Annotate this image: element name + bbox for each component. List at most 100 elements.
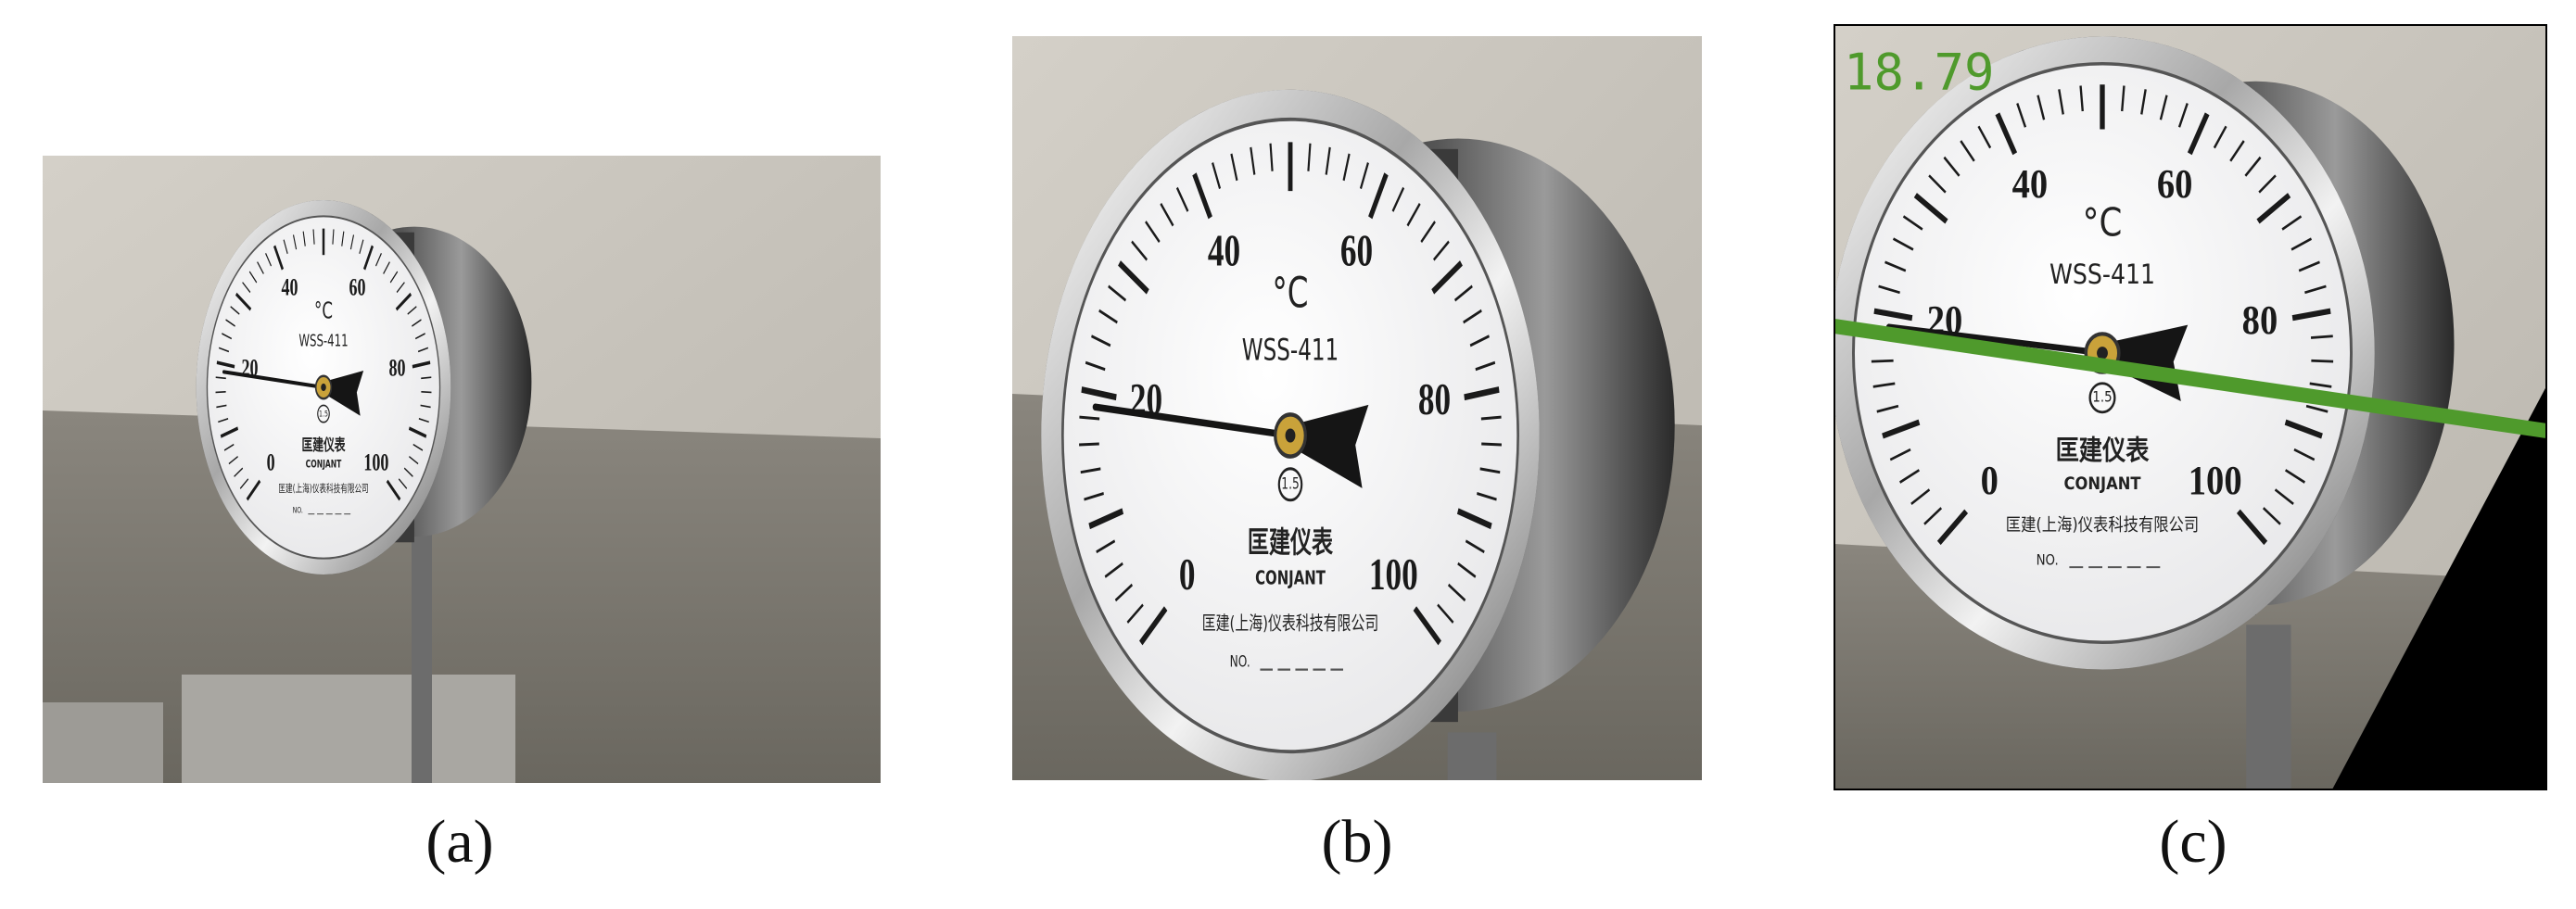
dial-number: 80 [2242, 297, 2278, 343]
dial-text: 匡建仪表 [2056, 436, 2150, 466]
dial-tick [216, 360, 235, 369]
dial-tick [2258, 174, 2277, 194]
dial-tick [2262, 507, 2281, 525]
dial-tick [412, 443, 424, 451]
dial-tick [1131, 240, 1148, 261]
dial-tick [1463, 309, 1482, 324]
dial-text: 匡建(上海)仪表科技有限公司 [278, 483, 368, 496]
dial-number: 40 [1208, 226, 1240, 276]
dial-tick [2058, 89, 2064, 115]
dial-tick [257, 261, 264, 274]
dial-tick [2236, 509, 2268, 546]
dial-tick [1910, 488, 1931, 506]
dial-tick [1080, 467, 1101, 474]
class-mark [317, 404, 330, 423]
dial-tick [2291, 308, 2331, 322]
class-mark [2088, 382, 2116, 414]
dial-text: 1.5 [2092, 390, 2112, 406]
dial-tick [1145, 221, 1161, 244]
dial-number: 80 [1418, 375, 1451, 425]
stand-block [43, 702, 163, 783]
dial-tick [1469, 335, 1490, 347]
dial-tick [1269, 143, 1274, 171]
dial-tick [2244, 156, 2262, 177]
dial-tick [1139, 606, 1168, 646]
dial-tick [403, 467, 413, 477]
dial-tick [332, 229, 335, 245]
dial-tick [1437, 603, 1454, 625]
dial-tick [1481, 442, 1502, 447]
dial-tick [2229, 140, 2245, 162]
stand-block [182, 675, 515, 783]
dial-tick [1108, 284, 1126, 302]
dial-tick [2284, 419, 2323, 439]
dial-number: 0 [1981, 458, 1999, 503]
dial-tick [396, 282, 405, 294]
dial-text: °C [314, 297, 333, 323]
dial-number: 80 [388, 354, 405, 381]
dial-tick [1230, 153, 1238, 182]
dial-tick [2281, 215, 2303, 231]
dial-tick [412, 319, 422, 327]
caption: (c) [2159, 808, 2227, 876]
dial-tick [349, 234, 355, 250]
dial-tick [235, 292, 252, 311]
dial-tick [1114, 583, 1133, 602]
dial-tick [265, 252, 272, 267]
dial-tick [386, 479, 401, 501]
dial-tick [1465, 539, 1485, 554]
dial-tick [1475, 360, 1496, 372]
dial-tick [341, 231, 345, 246]
dial-tick [1431, 260, 1463, 295]
dial-tick [239, 478, 249, 489]
dial-tick [1413, 606, 1441, 646]
dial-tick [389, 271, 399, 284]
dial-text: CONJANT [2064, 474, 2141, 494]
dial-tick [1104, 562, 1123, 578]
panel-border [1834, 24, 2547, 790]
dial-tick [1391, 186, 1405, 212]
dial-tick [2121, 85, 2126, 112]
dial-tick [248, 271, 258, 284]
dial-tick [2305, 404, 2329, 413]
detected-pointer-line [1834, 319, 2546, 438]
dial-tick [225, 319, 235, 327]
warp-border [2332, 386, 2546, 789]
dial-text: °C [2083, 201, 2123, 246]
dial-tick [216, 404, 227, 409]
dial-tick [1085, 360, 1106, 372]
dial-tick [1464, 386, 1500, 401]
dial-tick [1892, 237, 1914, 251]
dial-tick [2309, 382, 2332, 388]
dial-tick [2037, 95, 2046, 120]
dial-tick [407, 306, 417, 315]
dial-tick [1882, 419, 1921, 439]
dial-tick [1995, 112, 2018, 156]
dial-tick [234, 467, 244, 477]
dial-tick [228, 455, 238, 465]
dial-number: 0 [1179, 549, 1196, 600]
dial-number: 100 [363, 448, 388, 475]
dial-tick [375, 252, 382, 267]
dial-number: 60 [2157, 161, 2193, 207]
dial-tick [2285, 469, 2305, 484]
dial-tick [218, 347, 230, 353]
caption: (b) [1322, 808, 1393, 876]
dial-tick [1307, 143, 1312, 171]
needle-hub [1285, 428, 1296, 443]
dial-tick [1079, 442, 1099, 447]
dial-tick [1456, 508, 1492, 530]
dial-tick [1448, 583, 1466, 602]
needle [222, 370, 325, 390]
caption: (a) [425, 808, 493, 876]
dial-text: NO. [1230, 653, 1250, 672]
dial-text: WSS-411 [298, 333, 348, 351]
dial-text: CONJANT [306, 459, 342, 471]
dial-number: 60 [1340, 226, 1373, 276]
bezel [1041, 89, 1540, 780]
